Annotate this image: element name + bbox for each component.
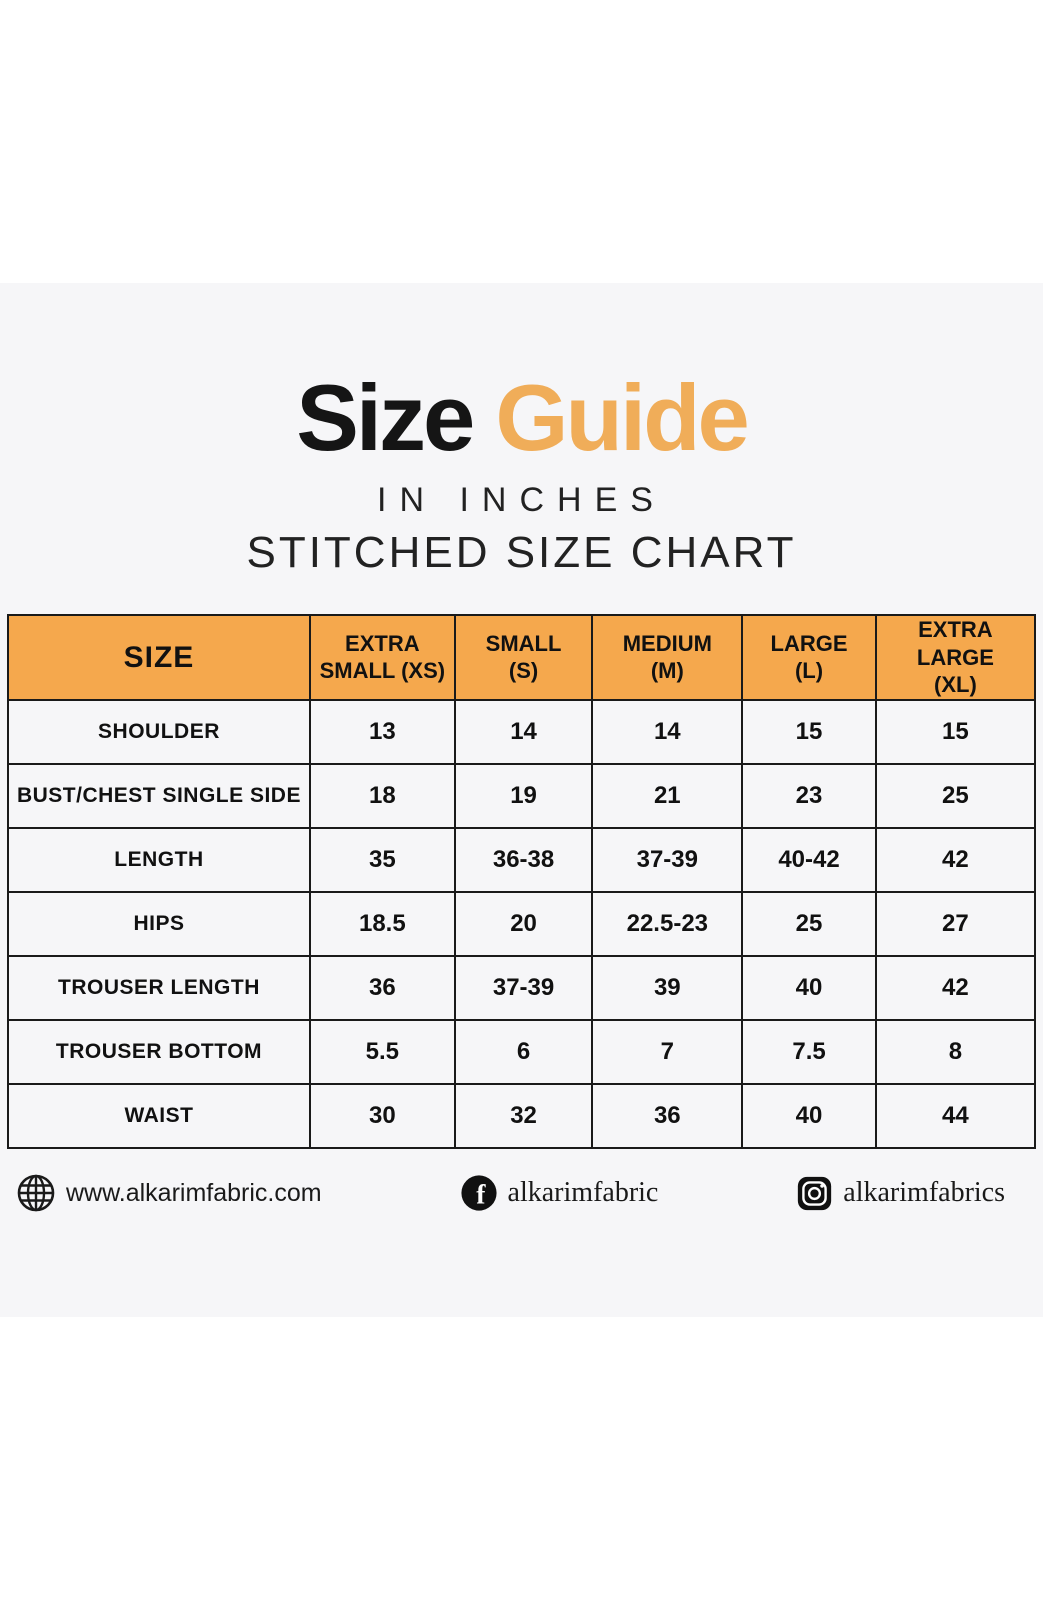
- table-row: SHOULDER 13 14 14 15 15: [7, 698, 1037, 765]
- value-cell: 27: [874, 890, 1037, 957]
- value-cell: 20: [453, 890, 594, 957]
- title-word-guide: Guide: [495, 365, 749, 470]
- row-label-trouser-bottom: TROUSER BOTTOM: [7, 1018, 311, 1085]
- value-cell: 25: [874, 762, 1037, 829]
- table-row: BUST/CHEST SINGLE SIDE 18 19 21 23 25: [7, 762, 1037, 829]
- value-cell: 18.5: [308, 890, 456, 957]
- instagram-icon: [796, 1175, 833, 1212]
- value-cell: 40: [741, 954, 877, 1021]
- facebook-link[interactable]: f alkarimfabric: [460, 1174, 659, 1212]
- table-row: TROUSER LENGTH 36 37-39 39 40 42: [7, 954, 1037, 1021]
- column-header-small-s: SMALL (S): [453, 614, 594, 701]
- column-header-medium-m: MEDIUM (M): [591, 614, 744, 701]
- header-row: SIZE EXTRA SMALL (XS) SMALL (S) MEDIUM (M) LARG…: [7, 614, 1037, 701]
- subtitle-stitched-size-chart: STITCHED SIZE CHART: [246, 528, 797, 577]
- value-cell: 36: [308, 954, 456, 1021]
- table-header-row: SIZE EXTRA SMALL (XS) SMALL (S) MEDIUM (M) LARG…: [7, 614, 1037, 701]
- value-cell: 36: [591, 1082, 744, 1149]
- table-row: HIPS 18.5 20 22.5-23 25 27: [7, 890, 1037, 957]
- facebook-handle[interactable]: alkarimfabric: [507, 1177, 659, 1208]
- column-header-large-l: LARGE (L): [741, 614, 877, 701]
- facebook-icon: f: [460, 1174, 498, 1212]
- title-word-size: Size: [296, 365, 475, 470]
- value-cell: 15: [741, 698, 877, 765]
- value-cell: 14: [591, 698, 744, 765]
- globe-icon: [16, 1173, 56, 1213]
- website-link[interactable]: www.alkarimfabric.com: [16, 1173, 322, 1213]
- table-row: TROUSER BOTTOM 5.5 6 7 7.5 8: [7, 1018, 1037, 1085]
- table-body: SHOULDER 13 14 14 15 15 BUST/CHEST SINGLE SIDE…: [7, 698, 1037, 1149]
- value-cell: 44: [874, 1082, 1037, 1149]
- value-cell: 42: [874, 826, 1037, 893]
- row-label-length: LENGTH: [7, 826, 311, 893]
- column-header-extra-small-xs: EXTRA SMALL (XS): [308, 614, 456, 701]
- instagram-handle[interactable]: alkarimfabrics: [843, 1177, 1005, 1208]
- value-cell: 7.5: [741, 1018, 877, 1085]
- value-cell: 32: [453, 1082, 594, 1149]
- subtitle-in-inches: IN INCHES: [377, 481, 666, 519]
- value-cell: 22.5-23: [591, 890, 744, 957]
- value-cell: 19: [453, 762, 594, 829]
- value-cell: 21: [591, 762, 744, 829]
- value-cell: 25: [741, 890, 877, 957]
- page-title: Size Guide: [0, 371, 1043, 465]
- instagram-link[interactable]: alkarimfabrics: [796, 1175, 1005, 1212]
- value-cell: 7: [591, 1018, 744, 1085]
- value-cell: 6: [453, 1018, 594, 1085]
- value-cell: 37-39: [453, 954, 594, 1021]
- value-cell: 15: [874, 698, 1037, 765]
- column-header-size: SIZE: [7, 614, 311, 701]
- table-row: WAIST 30 32 36 40 44: [7, 1082, 1037, 1149]
- row-label-trouser-length: TROUSER LENGTH: [7, 954, 311, 1021]
- value-cell: 23: [741, 762, 877, 829]
- value-cell: 5.5: [308, 1018, 456, 1085]
- row-label-shoulder: SHOULDER: [7, 698, 311, 765]
- value-cell: 36-38: [453, 826, 594, 893]
- value-cell: 13: [308, 698, 456, 765]
- row-label-bust-chest-single-side: BUST/CHEST SINGLE SIDE: [7, 762, 311, 829]
- size-chart-table: SIZE EXTRA SMALL (XS) SMALL (S) MEDIUM (M) LARG…: [7, 614, 1037, 1149]
- value-cell: 14: [453, 698, 594, 765]
- row-label-waist: WAIST: [7, 1082, 311, 1149]
- column-header-extra-large-xl: EXTRA LARGE (XL): [874, 614, 1037, 701]
- svg-text:f: f: [476, 1178, 486, 1209]
- value-cell: 35: [308, 826, 456, 893]
- value-cell: 42: [874, 954, 1037, 1021]
- value-cell: 40-42: [741, 826, 877, 893]
- content-band: Size Guide IN INCHES STITCHED SIZE CHART…: [0, 283, 1043, 1317]
- row-label-hips: HIPS: [7, 890, 311, 957]
- footer: www.alkarimfabric.com f alkarimfabric: [0, 1173, 1043, 1213]
- website-url[interactable]: www.alkarimfabric.com: [66, 1178, 322, 1207]
- value-cell: 8: [874, 1018, 1037, 1085]
- value-cell: 30: [308, 1082, 456, 1149]
- value-cell: 40: [741, 1082, 877, 1149]
- value-cell: 37-39: [591, 826, 744, 893]
- value-cell: 18: [308, 762, 456, 829]
- title-block: Size Guide IN INCHES STITCHED SIZE CHART: [0, 283, 1043, 578]
- value-cell: 39: [591, 954, 744, 1021]
- table-row: LENGTH 35 36-38 37-39 40-42 42: [7, 826, 1037, 893]
